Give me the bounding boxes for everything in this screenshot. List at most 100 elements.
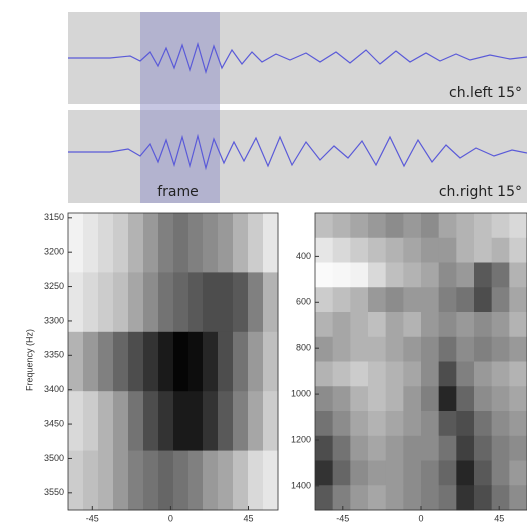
heatmap-cell	[233, 391, 249, 452]
heatmap-cell	[233, 272, 249, 333]
heatmap-cell	[315, 237, 334, 263]
heatmap-cell	[263, 272, 279, 333]
heatmap-cell	[263, 450, 279, 511]
heatmap-cell	[248, 450, 264, 511]
heatmap-cell	[474, 386, 493, 412]
heatmap-cell	[350, 485, 369, 511]
heatmap-cell	[456, 312, 475, 338]
heatmap-cell	[385, 312, 404, 338]
heatmap-cell	[403, 435, 422, 461]
heatmap-cell	[332, 262, 351, 288]
y-tick-label: 1200	[291, 434, 311, 444]
heatmap-cell	[509, 237, 527, 263]
heatmap-cell	[263, 213, 279, 273]
heatmap-cell	[474, 411, 493, 437]
heatmap-cell	[509, 336, 527, 362]
heatmap-cell	[368, 312, 387, 338]
heatmap-cell	[385, 213, 404, 239]
heatmap-cell	[350, 435, 369, 461]
heatmap-cell	[173, 272, 189, 333]
heatmap-cell	[143, 331, 159, 392]
heatmap-cell	[83, 450, 99, 511]
y-axis-label: Frequency (Hz)	[24, 329, 34, 391]
heatmap-cell	[113, 272, 129, 333]
heatmap-cell	[350, 460, 369, 486]
heatmap-cell	[403, 287, 422, 313]
heatmap-cell	[456, 386, 475, 412]
heatmap-cell	[332, 435, 351, 461]
heatmap-cell	[332, 287, 351, 313]
heatmap-cell	[385, 485, 404, 511]
heatmap-cell	[385, 361, 404, 387]
heatmap-cell	[98, 272, 114, 333]
heatmap-cell	[438, 485, 457, 511]
heatmap-cell	[456, 262, 475, 288]
heatmap-cell	[474, 237, 493, 263]
heatmap-cell	[263, 331, 279, 392]
heatmap-cell	[491, 336, 510, 362]
heatmap-cell	[403, 213, 422, 239]
y-tick-label: 3200	[44, 247, 64, 257]
heatmap-cell	[438, 312, 457, 338]
heatmap-cell	[315, 485, 334, 511]
heatmap-cell	[368, 411, 387, 437]
heatmap-cell	[158, 450, 174, 511]
heatmap-cell	[68, 213, 84, 273]
heatmap-cell	[421, 287, 440, 313]
heatmap-cell	[332, 411, 351, 437]
heatmap-cell	[491, 411, 510, 437]
frame-highlight	[140, 12, 220, 203]
heatmap-cell	[350, 312, 369, 338]
heatmap-cell	[332, 460, 351, 486]
heatmap-cell	[368, 287, 387, 313]
heatmap-cell	[218, 272, 234, 333]
heatmap-cell	[350, 213, 369, 239]
heatmap-cell	[509, 460, 527, 486]
heatmap-cell	[403, 336, 422, 362]
heatmap-cell	[456, 435, 475, 461]
heatmap-cell	[315, 213, 334, 239]
heatmap-cell	[98, 331, 114, 392]
heatmap-cell	[350, 411, 369, 437]
heatmap-cell	[474, 312, 493, 338]
heatmap-cell	[491, 435, 510, 461]
heatmap-cell	[315, 460, 334, 486]
heatmap-cell	[385, 460, 404, 486]
y-tick-label: 800	[296, 343, 311, 353]
heatmap-cell	[188, 450, 204, 511]
heatmap-cell	[403, 386, 422, 412]
heatmap-cell	[421, 213, 440, 239]
heatmap-cell	[143, 213, 159, 273]
heatmap-cell	[158, 213, 174, 273]
heatmap-cell	[438, 460, 457, 486]
heatmap-cell	[83, 272, 99, 333]
heatmap-cell	[350, 287, 369, 313]
waveform	[68, 41, 527, 75]
heatmap-cell	[456, 336, 475, 362]
y-tick-label: 400	[296, 251, 311, 261]
heatmap-cell	[332, 485, 351, 511]
heatmap-cell	[421, 411, 440, 437]
heatmap-cell	[68, 272, 84, 333]
heatmap-cell	[368, 460, 387, 486]
heatmap-cell	[385, 435, 404, 461]
heatmap-cell	[332, 312, 351, 338]
heatmap-cell	[332, 361, 351, 387]
heatmap-cell	[203, 213, 219, 273]
heatmap-cell	[509, 287, 527, 313]
heatmap-cell	[368, 386, 387, 412]
heatmap-cell	[350, 386, 369, 412]
heatmap-cell	[128, 331, 144, 392]
heatmap-cell	[421, 312, 440, 338]
heatmap-cell	[315, 411, 334, 437]
heatmap-cell	[368, 485, 387, 511]
heatmap-cell	[315, 361, 334, 387]
heatmap-cell	[315, 336, 334, 362]
heatmap-cell	[438, 336, 457, 362]
heatmap-cell	[233, 331, 249, 392]
heatmap-cell	[474, 213, 493, 239]
heatmap-cell	[456, 213, 475, 239]
heatmap-cell	[143, 450, 159, 511]
heatmap-cell	[128, 450, 144, 511]
